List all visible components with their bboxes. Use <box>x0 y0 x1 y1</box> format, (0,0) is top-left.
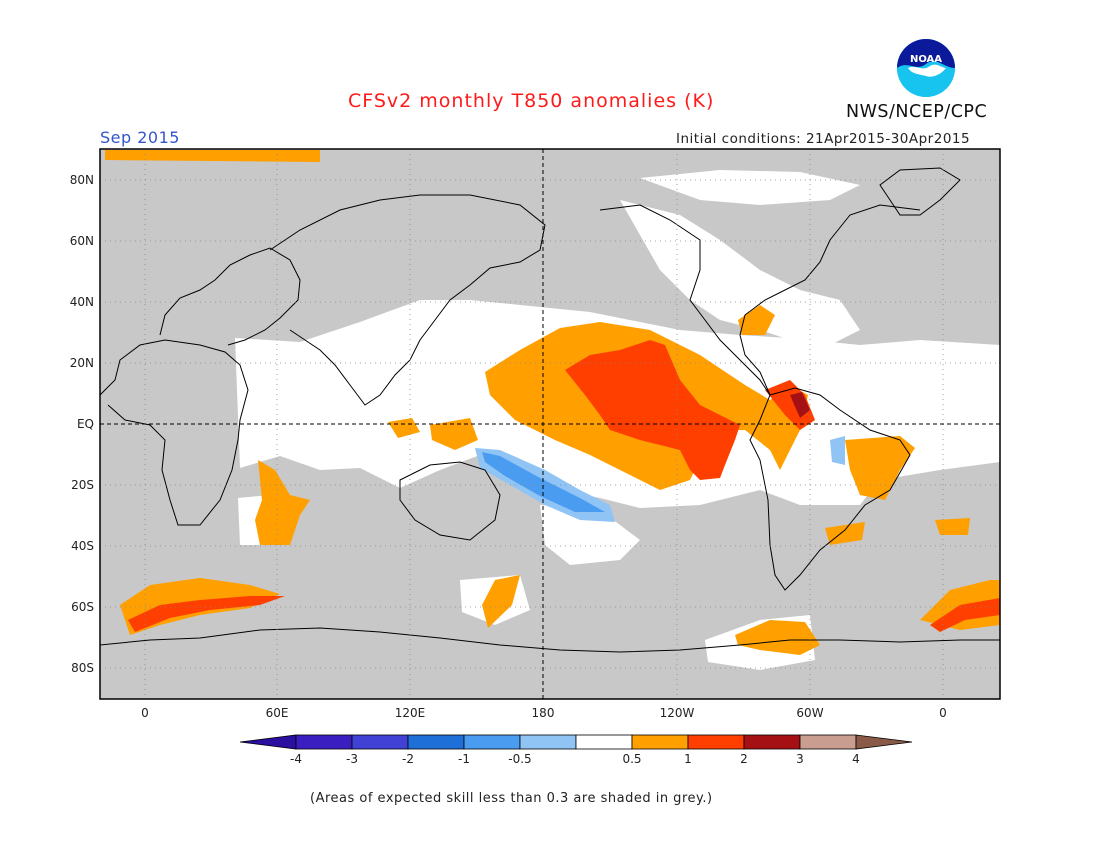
colorbar-tick-label: 4 <box>852 752 860 766</box>
colorbar-tick-label: -2 <box>402 752 414 766</box>
colorbar-cell <box>519 734 577 750</box>
lat-label: 20S <box>71 478 94 492</box>
lon-label: 0 <box>141 706 149 720</box>
coastlines <box>100 167 1000 653</box>
anomaly-red-pacific <box>565 340 740 480</box>
valid-month: Sep 2015 <box>100 128 180 147</box>
lat-label: 60S <box>71 600 94 614</box>
coastline-north-america <box>599 204 921 396</box>
lat-label: EQ <box>77 417 94 431</box>
agency-name: NWS/NCEP/CPC <box>846 102 988 122</box>
anomaly-red-southern-ocean-africa <box>128 596 285 632</box>
lat-label: 40N <box>70 295 94 309</box>
colorbar-cell <box>407 734 465 750</box>
lon-label: 60W <box>796 706 823 720</box>
white-patch-americas <box>620 200 860 345</box>
anomaly-orange-arctic-strip <box>105 150 320 162</box>
anomaly-darkred-venezuela <box>790 392 810 418</box>
anomaly-orange-newguinea <box>430 418 478 450</box>
colorbar-cell <box>799 734 857 750</box>
coastline-asia <box>269 194 546 406</box>
colorbar <box>239 734 913 750</box>
coastline-antarctica <box>100 627 1000 653</box>
lat-label: 20N <box>70 356 94 370</box>
lon-label: 60E <box>266 706 289 720</box>
colorbar-cell <box>631 734 689 750</box>
colorbar-cell <box>463 734 521 750</box>
lon-label: 120W <box>660 706 695 720</box>
lon-label: 180 <box>532 706 555 720</box>
skill-footnote: (Areas of expected skill less than 0.3 a… <box>310 791 713 806</box>
initial-conditions: Initial conditions: 21Apr2015-30Apr2015 <box>676 131 971 147</box>
colorbar-tick-label: -1 <box>458 752 470 766</box>
colorbar-cell <box>687 734 745 750</box>
white-patch-arctic <box>640 170 860 205</box>
anomaly-orange-southeast-pacific <box>825 522 865 545</box>
anomaly-orange-indonesia <box>388 418 420 438</box>
coastline-africa-europe <box>100 247 301 526</box>
anomaly-lightblue-brazil <box>830 436 845 465</box>
anomaly-red-southern-ocean-atlantic <box>930 598 1000 632</box>
anomaly-orange-us-east <box>738 305 775 335</box>
colorbar-tick-label: 3 <box>796 752 804 766</box>
noaa-logo-icon: NOAA <box>897 39 955 97</box>
lon-label: 120E <box>395 706 426 720</box>
colorbar-cell <box>743 734 801 750</box>
anomaly-orange-australia-west <box>482 575 520 628</box>
anomaly-orange-southatlantic <box>935 518 970 535</box>
lat-label: 80N <box>70 173 94 187</box>
colorbar-low-arrow <box>239 734 297 750</box>
lat-label: 60N <box>70 234 94 248</box>
white-patch-southpacific <box>540 505 640 565</box>
colorbar-high-arrow <box>855 734 913 750</box>
coastline-australia <box>399 461 501 541</box>
longitude-labels: 0 60E 120E 180 120W 60W 0 <box>141 706 947 720</box>
colorbar-tick-label: -0.5 <box>508 752 531 766</box>
coastline-south-america <box>749 387 911 591</box>
equator-dateline <box>100 149 1000 699</box>
lon-label: 0 <box>939 706 947 720</box>
lat-label: 80S <box>71 661 94 675</box>
anomaly-orange-madagascar <box>255 460 310 545</box>
colorbar-cell <box>295 734 353 750</box>
colorbar-tick-label: 0.5 <box>622 752 641 766</box>
colorbar-tick-label: -4 <box>290 752 302 766</box>
colorbar-labels: -4 -3 -2 -1 -0.5 0.5 1 2 3 4 <box>290 752 860 766</box>
colorbar-tick-label: 2 <box>740 752 748 766</box>
logo-text: NOAA <box>910 54 942 65</box>
colorbar-tick-label: -3 <box>346 752 358 766</box>
colorbar-tick-label: 1 <box>684 752 692 766</box>
anomaly-orange-antarctic <box>735 620 820 655</box>
anomaly-orange-southamerica <box>845 436 915 500</box>
coastline-greenland <box>879 167 961 216</box>
latitude-labels: 80N 60N 40N 20N EQ 20S 40S 60S 80S <box>70 173 94 675</box>
map-title: CFSv2 monthly T850 anomalies (K) <box>348 90 715 112</box>
lat-label: 40S <box>71 539 94 553</box>
colorbar-cell <box>575 734 633 750</box>
colorbar-cell <box>351 734 409 750</box>
map-frame <box>99 148 1001 700</box>
